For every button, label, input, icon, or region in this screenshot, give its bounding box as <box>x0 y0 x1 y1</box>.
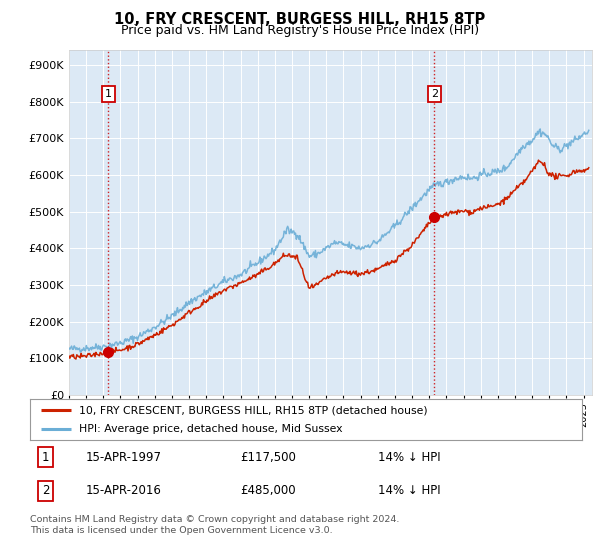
Text: 2: 2 <box>42 484 49 497</box>
Text: £485,000: £485,000 <box>240 484 295 497</box>
Text: 14% ↓ HPI: 14% ↓ HPI <box>378 451 440 464</box>
Text: 1: 1 <box>105 90 112 99</box>
Text: 15-APR-2016: 15-APR-2016 <box>85 484 161 497</box>
Text: 15-APR-1997: 15-APR-1997 <box>85 451 161 464</box>
Text: 10, FRY CRESCENT, BURGESS HILL, RH15 8TP: 10, FRY CRESCENT, BURGESS HILL, RH15 8TP <box>115 12 485 27</box>
Text: 2: 2 <box>431 90 438 99</box>
Text: 10, FRY CRESCENT, BURGESS HILL, RH15 8TP (detached house): 10, FRY CRESCENT, BURGESS HILL, RH15 8TP… <box>79 405 427 415</box>
Text: 1: 1 <box>42 451 49 464</box>
Text: 14% ↓ HPI: 14% ↓ HPI <box>378 484 440 497</box>
Text: Price paid vs. HM Land Registry's House Price Index (HPI): Price paid vs. HM Land Registry's House … <box>121 24 479 36</box>
Text: Contains HM Land Registry data © Crown copyright and database right 2024.
This d: Contains HM Land Registry data © Crown c… <box>30 515 400 535</box>
Text: £117,500: £117,500 <box>240 451 296 464</box>
Text: HPI: Average price, detached house, Mid Sussex: HPI: Average price, detached house, Mid … <box>79 424 342 433</box>
